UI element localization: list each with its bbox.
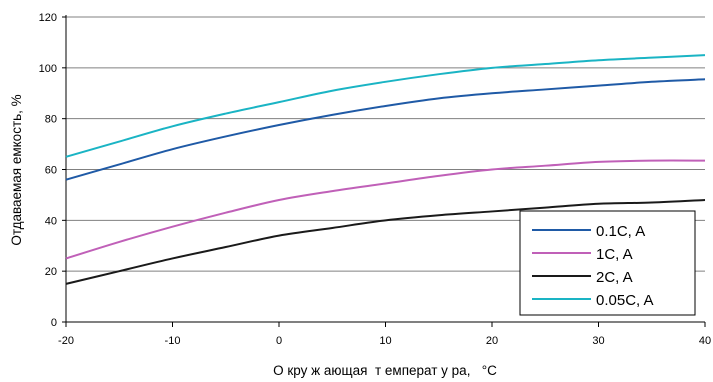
y-tick-label-1: 20 <box>45 266 57 278</box>
y-tick-label-3: 60 <box>45 165 57 177</box>
series-line-0 <box>65 78 706 181</box>
series-lines <box>65 54 706 285</box>
y-axis-label: Отдаваемая емкость, % <box>9 94 24 245</box>
y-tick-label-0: 0 <box>51 317 57 329</box>
x-tick-label-6: 40 <box>699 335 711 347</box>
x-tick-label-5: 30 <box>592 335 604 347</box>
tick-labels: 0 20 40 60 80 100 120 -20 -10 0 10 20 30 40 <box>39 12 711 347</box>
x-tick-label-2: 0 <box>276 335 282 347</box>
x-axis-label: О кру ж ающая т емперат у ра, °С <box>273 363 497 378</box>
series-line-2 <box>65 199 706 285</box>
legend: 0.1C, A 1C, A 2C, A 0.05C, A <box>519 210 696 316</box>
legend-label-2: 2C, A <box>596 269 633 286</box>
series-line-3 <box>65 54 706 158</box>
x-tick-label-0: -20 <box>58 335 74 347</box>
y-tick-label-6: 120 <box>39 12 57 24</box>
legend-label-1: 1C, A <box>596 246 633 263</box>
x-tick-label-4: 20 <box>486 335 498 347</box>
y-tick-label-2: 40 <box>45 215 57 227</box>
x-tick-label-1: -10 <box>165 335 181 347</box>
x-tick-label-3: 10 <box>379 335 391 347</box>
y-tick-label-4: 80 <box>45 114 57 126</box>
axes <box>62 15 705 326</box>
series-line-1 <box>65 159 706 260</box>
y-tick-label-5: 100 <box>39 63 57 75</box>
legend-label-0: 0.1C, A <box>596 223 645 240</box>
legend-label-3: 0.05C, A <box>596 292 654 309</box>
legend-box <box>519 210 696 316</box>
